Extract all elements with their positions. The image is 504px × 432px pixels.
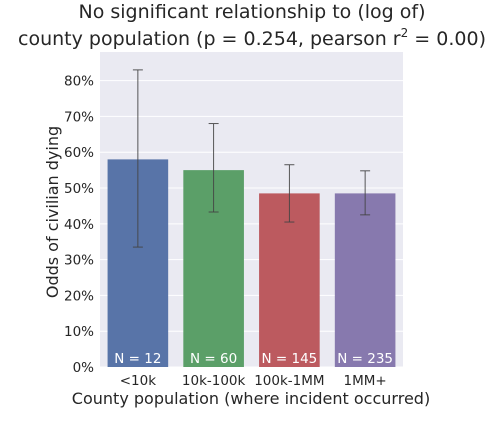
error-bar [208,123,219,213]
chart-title-line-1: No significant relationship to (log of) [78,1,425,23]
y-tick-label: 60% [64,145,94,161]
error-bar [360,170,371,216]
error-bar [132,69,143,248]
y-tick-label: 50% [64,181,94,197]
y-tick-label: 40% [64,217,94,233]
sample-size-label: N = 12 [114,351,161,367]
error-bars [132,69,371,248]
y-tick-label: 70% [64,109,94,125]
x-tick-label: 100k-1MM [254,373,324,389]
bar [334,193,396,367]
y-tick-label: 80% [64,74,94,90]
chart-title-line-2: county population (p = 0.254, pearson r2… [18,26,486,50]
sample-size-label: N = 60 [190,351,237,367]
x-tick-label: 10k-100k [182,373,246,389]
sample-size-label: N = 145 [261,351,317,367]
chart-title: No significant relationship to (log of) … [18,1,486,50]
x-tick-label: <10k [120,373,156,389]
sample-size-labels: N = 12 N = 60 N = 145 N = 235 [114,351,393,367]
x-axis-label: County population (where incident occurr… [72,389,430,408]
bars [107,159,396,367]
y-axis-label: Odds of civilian dying [43,126,62,298]
x-tick-label: 1MM+ [344,373,387,389]
error-bar [284,164,295,223]
y-tick-label: 20% [64,288,94,304]
chart-title-line-2-suffix: = 0.00) [408,28,486,50]
y-tick-label: 0% [73,360,95,376]
y-tick-label: 10% [64,324,94,340]
y-tick-label: 30% [64,253,94,269]
sample-size-label: N = 235 [337,351,393,367]
chart-title-superscript: 2 [401,26,409,40]
y-axis-ticks: 0% 10% 20% 30% 40% 50% 60% 70% 80% [64,74,94,376]
x-axis-ticks: <10k 10k-100k 100k-1MM 1MM+ [120,373,387,389]
chart-title-line-2-prefix: county population (p = 0.254, pearson r [18,28,401,50]
